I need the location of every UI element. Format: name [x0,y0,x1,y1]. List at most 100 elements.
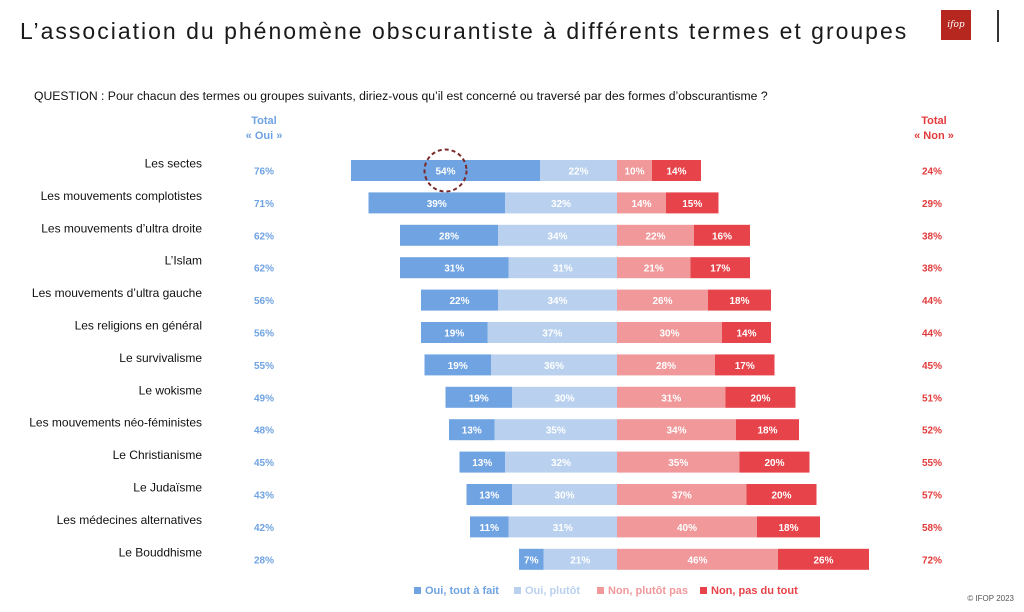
data-label: 18% [778,523,798,534]
total-non-value: 58% [922,523,942,534]
data-label: 32% [551,458,571,469]
data-label: 21% [570,555,590,566]
total-oui-header: Total [251,115,276,127]
data-label: 20% [764,458,784,469]
total-oui-value: 55% [254,361,274,372]
category-label: Les mouvements d’ultra droite [41,221,202,235]
category-label: Les mouvements néo-féministes [29,416,202,430]
data-label: 26% [813,555,833,566]
legend-swatch [514,587,521,594]
data-label: 31% [553,264,573,275]
total-non-value: 38% [922,264,942,275]
data-label: 14% [631,199,651,210]
category-label: Les mouvements d’ultra gauche [32,286,202,300]
total-oui-value: 45% [254,458,274,469]
category-label: Le wokisme [139,383,203,397]
data-label: 20% [750,393,770,404]
legend-label: Oui, plutôt [525,585,580,597]
data-label: 35% [668,458,688,469]
data-label: 35% [546,426,566,437]
data-label: 31% [553,523,573,534]
diverging-bar-chart: Total« Oui »Total« Non »Les sectes76% 24%… [0,0,1024,612]
data-label: 19% [469,393,489,404]
total-oui-value: 48% [254,426,274,437]
legend-label: Non, pas du tout [711,585,798,597]
total-non-value: 29% [922,199,942,210]
data-label: 18% [729,296,749,307]
data-label: 16% [712,231,732,242]
data-label: 54% [435,167,455,178]
legend-label: Non, plutôt pas [608,585,688,597]
legend-label: Oui, tout à fait [425,585,499,597]
total-non-value: 52% [922,426,942,437]
total-non-header: Total [921,115,946,127]
data-label: 28% [439,231,459,242]
data-label: 39% [427,199,447,210]
data-label: 26% [652,296,672,307]
data-label: 17% [710,264,730,275]
total-oui-header: « Oui » [246,130,283,142]
data-label: 22% [449,296,469,307]
category-label: Les mouvements complotistes [41,189,202,203]
data-label: 11% [480,523,500,534]
total-non-value: 51% [922,393,942,404]
total-non-value: 55% [922,458,942,469]
total-oui-value: 76% [254,167,274,178]
data-label: 28% [656,361,676,372]
data-label: 34% [547,296,567,307]
total-oui-value: 43% [254,491,274,502]
data-label: 30% [554,393,574,404]
total-oui-value: 49% [254,393,274,404]
data-label: 7% [524,555,539,566]
category-label: Le Judaïsme [133,481,202,495]
data-label: 21% [644,264,664,275]
data-label: 34% [547,231,567,242]
data-label: 10% [624,167,644,178]
data-label: 20% [771,491,791,502]
data-label: 13% [472,458,492,469]
total-oui-value: 56% [254,329,274,340]
data-label: 19% [448,361,468,372]
category-label: L’Islam [165,254,202,268]
data-label: 36% [544,361,564,372]
data-label: 14% [736,329,756,340]
data-label: 31% [661,393,681,404]
legend-swatch [597,587,604,594]
legend-swatch [414,587,421,594]
data-label: 18% [757,426,777,437]
total-oui-value: 71% [254,199,274,210]
total-non-value: 44% [922,329,942,340]
total-non-value: 44% [922,296,942,307]
data-label: 30% [554,491,574,502]
data-label: 37% [542,329,562,340]
category-label: Les médecines alternatives [57,513,202,527]
total-non-value: 38% [922,231,942,242]
data-label: 13% [479,491,499,502]
data-label: 22% [645,231,665,242]
data-label: 17% [735,361,755,372]
category-label: Le survivalisme [119,351,202,365]
data-label: 22% [568,167,588,178]
total-oui-value: 28% [254,555,274,566]
data-label: 14% [666,167,686,178]
category-label: Les religions en général [75,319,202,333]
data-label: 40% [677,523,697,534]
data-label: 34% [666,426,686,437]
legend-swatch [700,587,707,594]
data-label: 19% [444,329,464,340]
category-label: Les sectes [145,157,202,171]
category-label: Le Bouddhisme [119,545,203,559]
data-label: 13% [462,426,482,437]
data-label: 32% [551,199,571,210]
data-label: 37% [672,491,692,502]
total-non-value: 45% [922,361,942,372]
total-oui-value: 56% [254,296,274,307]
total-oui-value: 42% [254,523,274,534]
total-oui-value: 62% [254,264,274,275]
total-non-value: 57% [922,491,942,502]
data-label: 30% [659,329,679,340]
data-label: 31% [444,264,464,275]
category-label: Le Christianisme [113,448,203,462]
total-non-value: 72% [922,555,942,566]
total-non-value: 24% [922,167,942,178]
